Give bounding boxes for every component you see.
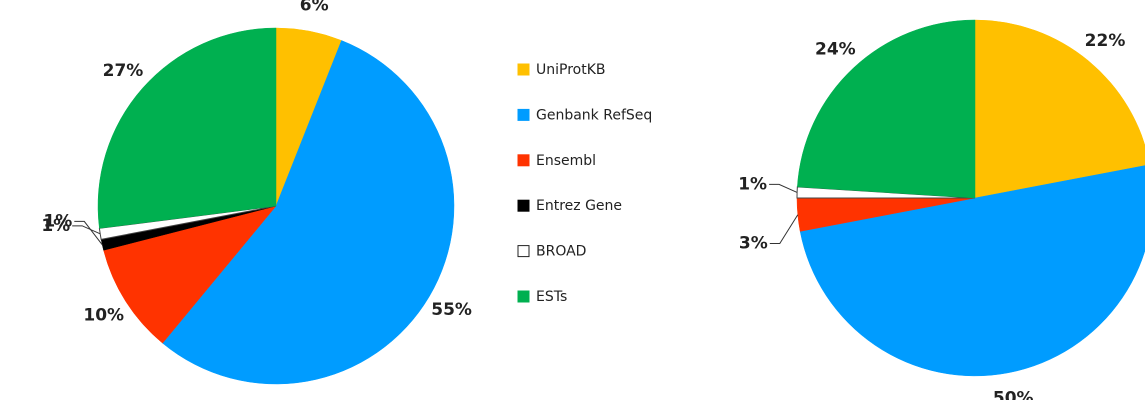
data-label: 55%: [431, 300, 472, 320]
legend-label: Genbank RefSeq: [536, 107, 652, 123]
data-label: 1%: [738, 174, 767, 194]
data-label: 1%: [43, 211, 72, 231]
pie-slice: [103, 205, 277, 344]
legend-swatch: [517, 245, 530, 258]
leader-line: [769, 183, 798, 193]
pie-slice: [162, 40, 455, 385]
pie-slice: [797, 19, 976, 199]
data-label: 50%: [993, 388, 1034, 400]
legend-label: BROAD: [536, 244, 586, 260]
data-label: 22%: [1085, 31, 1126, 51]
legend-swatch: [517, 290, 530, 303]
data-label: 6%: [300, 0, 329, 16]
legend-swatch: [517, 63, 530, 76]
leader-line: [74, 220, 103, 246]
data-label: 1%: [41, 216, 70, 236]
pie-slice: [97, 27, 277, 229]
pie-slice: [799, 165, 1145, 377]
legend-label: UniProtKB: [536, 62, 606, 78]
legend-label: Entrez Gene: [536, 198, 622, 214]
legend-swatch: [517, 199, 530, 212]
data-label: 27%: [103, 61, 144, 81]
legend-label: ESTs: [536, 289, 567, 305]
leader-line: [769, 214, 799, 245]
data-label: 10%: [83, 305, 124, 325]
pie-slice: [974, 19, 1145, 199]
data-label: 3%: [739, 234, 768, 254]
data-label: 24%: [815, 39, 856, 59]
legend-label: Ensembl: [536, 153, 596, 169]
leader-line: [72, 225, 101, 235]
legend-swatch: [517, 108, 530, 121]
legend-swatch: [517, 154, 530, 167]
